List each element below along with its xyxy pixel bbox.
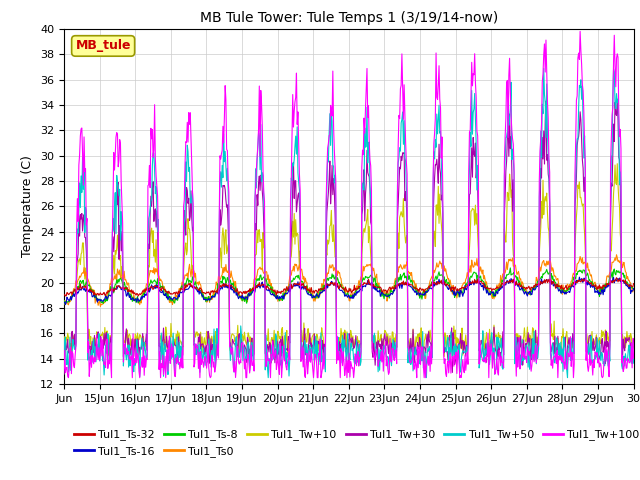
Title: MB Tule Tower: Tule Temps 1 (3/19/14-now): MB Tule Tower: Tule Temps 1 (3/19/14-now… (200, 11, 498, 25)
Text: MB_tule: MB_tule (76, 39, 131, 52)
Y-axis label: Temperature (C): Temperature (C) (22, 156, 35, 257)
Legend: Tul1_Ts-32, Tul1_Ts-16, Tul1_Ts-8, Tul1_Ts0, Tul1_Tw+10, Tul1_Tw+30, Tul1_Tw+50,: Tul1_Ts-32, Tul1_Ts-16, Tul1_Ts-8, Tul1_… (70, 425, 640, 461)
